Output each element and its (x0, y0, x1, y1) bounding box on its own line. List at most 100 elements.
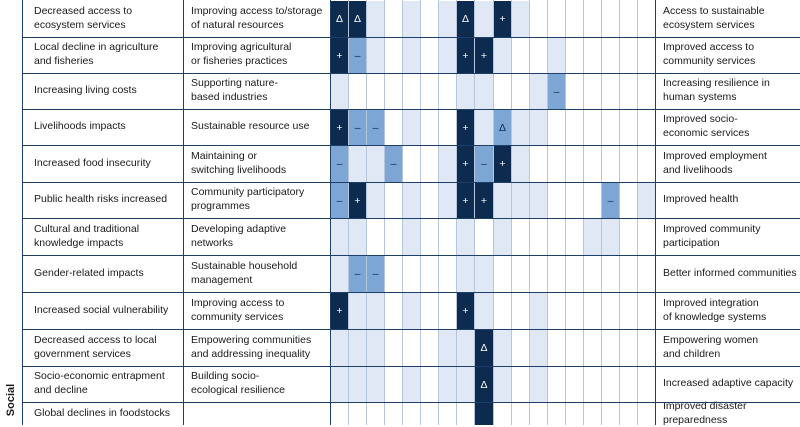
matrix-cell (439, 367, 456, 402)
matrix-cell: Δ (349, 1, 366, 37)
matrix-cell (403, 1, 420, 37)
matrix-cell: – (385, 146, 402, 182)
outcome-label: Increased adaptive capacity (663, 377, 794, 390)
matrix-cell (403, 293, 420, 329)
matrix-cell (349, 293, 366, 329)
matrix-cell (530, 74, 547, 109)
row-divider (22, 218, 800, 219)
matrix-cell (494, 183, 511, 218)
matrix-cell: + (475, 38, 493, 73)
matrix-cell: Δ (331, 1, 348, 37)
matrix-cell (512, 1, 529, 37)
row-divider (22, 109, 800, 110)
matrix-cell (367, 183, 384, 218)
matrix-cell (512, 146, 529, 182)
matrix-cell (403, 38, 420, 73)
response-label: Building socio- ecological resilience (191, 370, 285, 396)
column-divider (183, 0, 184, 425)
grid-column-line (402, 0, 403, 425)
response-label (184, 402, 330, 425)
matrix-cell (530, 183, 547, 218)
matrix-cell: Δ (457, 1, 474, 37)
matrix-cell: + (349, 183, 366, 218)
matrix-cell (475, 74, 493, 109)
matrix-cell (403, 110, 420, 145)
matrix-cell (494, 219, 511, 255)
response-label: Maintaining or switching livelihoods (191, 149, 287, 176)
matrix-cell: – (367, 110, 384, 145)
grid-column-line (493, 0, 494, 425)
matrix-cell: – (331, 146, 348, 182)
column-divider (330, 0, 331, 425)
impact-label: Increased social vulnerability (34, 303, 169, 316)
response-label: Improving access to community services (191, 296, 285, 323)
matrix-cell (331, 219, 348, 255)
matrix-cell (439, 330, 456, 366)
matrix-cell (331, 256, 348, 292)
matrix-cell: + (457, 293, 474, 329)
matrix-cell: – (331, 183, 348, 218)
outcome-label: Improved disaster preparedness (663, 399, 747, 426)
matrix-cell: + (331, 38, 348, 73)
outcome-label: Improved socio- economic services (663, 113, 750, 139)
response-label: Community participatory programmes (191, 186, 305, 212)
outcome-label: Improved health (663, 193, 739, 206)
impact-label: Livelihoods impacts (34, 120, 126, 133)
matrix-cell (584, 219, 601, 255)
grid-column-line (619, 0, 620, 425)
impact-label: Decreased access to ecosystem services (34, 4, 133, 31)
matrix-cell (475, 256, 493, 292)
matrix-cell (602, 219, 619, 255)
matrix-cell: + (494, 1, 511, 37)
matrix-cell (367, 367, 384, 402)
matrix-cell (457, 74, 474, 109)
matrix-cell: – (349, 110, 366, 145)
outcome-label: Access to sustainable ecosystem services (663, 4, 765, 31)
grid-column-line (420, 0, 421, 425)
matrix-cell (367, 146, 384, 182)
response-label: Improving agricultural or fisheries prac… (191, 41, 292, 67)
matrix-cell (494, 330, 511, 366)
matrix-cell (512, 110, 529, 145)
matrix-cell (548, 38, 565, 73)
matrix-cell (475, 110, 493, 145)
response-label: Empowering communities and addressing in… (191, 333, 312, 360)
matrix-cell (403, 219, 420, 255)
column-divider (22, 0, 23, 425)
response-label: Supporting nature- based industries (191, 77, 278, 103)
matrix-cell: + (457, 146, 474, 182)
matrix-cell (439, 146, 456, 182)
matrix-cell (331, 74, 348, 109)
grid-column-line (511, 0, 512, 425)
matrix-cell (403, 367, 420, 402)
matrix-cell (331, 330, 348, 366)
matrix-cell (439, 183, 456, 218)
grid-column-line (474, 0, 475, 425)
matrix-cell: + (457, 110, 474, 145)
matrix-cell (331, 367, 348, 402)
matrix-cell: + (331, 293, 348, 329)
matrix-cell (457, 330, 474, 366)
outcome-label: Empowering women and children (663, 333, 759, 360)
impact-label: Local decline in agriculture and fisheri… (34, 41, 159, 67)
matrix-cell (367, 38, 384, 73)
row-divider (22, 145, 800, 146)
row-divider (22, 255, 800, 256)
impact-label: Increased food insecurity (34, 156, 151, 169)
matrix-cell: + (494, 146, 511, 182)
matrix-cell: Δ (475, 330, 493, 366)
matrix-cell (349, 367, 366, 402)
response-label: Sustainable resource use (191, 120, 310, 133)
matrix-cell: – (349, 38, 366, 73)
row-divider (22, 366, 800, 367)
grid-column-line (366, 0, 367, 425)
response-label: Improving access to/storage of natural r… (191, 4, 323, 31)
matrix-cell: + (457, 38, 474, 73)
outcome-label: Improved integration of knowledge system… (663, 296, 767, 323)
matrix-cell (475, 403, 493, 425)
row-divider (22, 182, 800, 183)
matrix-cell (367, 293, 384, 329)
matrix-cell (475, 1, 493, 37)
row-divider (22, 292, 800, 293)
